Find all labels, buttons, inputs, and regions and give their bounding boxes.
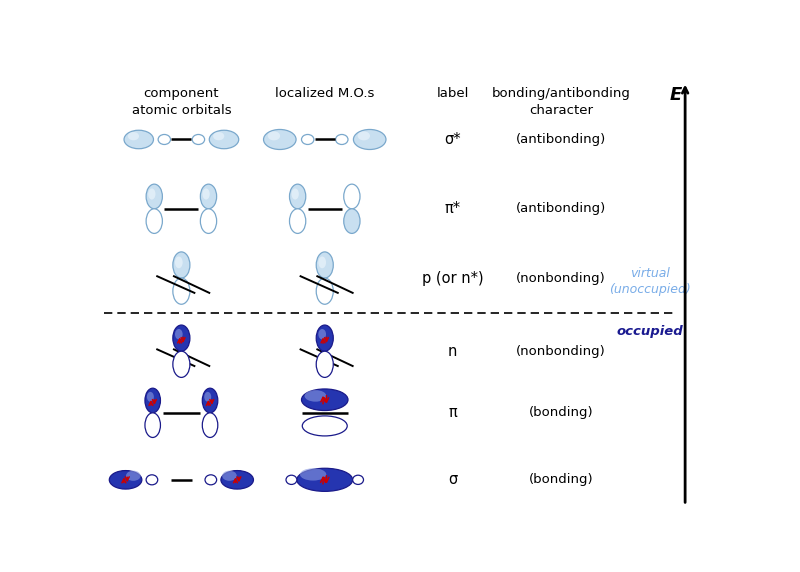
Ellipse shape [318, 256, 326, 268]
Ellipse shape [210, 130, 238, 149]
Ellipse shape [316, 278, 334, 304]
Text: p (or n*): p (or n*) [422, 271, 483, 285]
Text: σ*: σ* [444, 132, 461, 147]
Ellipse shape [305, 390, 326, 402]
Ellipse shape [336, 134, 348, 145]
Text: σ: σ [448, 472, 458, 487]
Ellipse shape [200, 184, 217, 209]
Ellipse shape [146, 184, 162, 209]
Ellipse shape [110, 471, 142, 489]
Text: component
atomic orbitals: component atomic orbitals [131, 87, 231, 117]
Ellipse shape [145, 388, 161, 413]
Ellipse shape [358, 132, 370, 140]
Ellipse shape [205, 475, 217, 485]
Ellipse shape [158, 134, 170, 145]
Ellipse shape [173, 325, 190, 351]
Text: bonding/antibonding
character: bonding/antibonding character [492, 87, 630, 117]
Ellipse shape [128, 132, 139, 140]
Ellipse shape [175, 256, 182, 268]
Text: (antibonding): (antibonding) [516, 202, 606, 215]
Text: E: E [670, 86, 682, 104]
Ellipse shape [202, 413, 218, 438]
Ellipse shape [126, 471, 141, 481]
Ellipse shape [146, 475, 158, 485]
Ellipse shape [290, 184, 306, 209]
Ellipse shape [192, 134, 205, 145]
Text: occupied: occupied [617, 325, 684, 339]
Ellipse shape [316, 351, 334, 378]
Ellipse shape [291, 188, 299, 200]
Ellipse shape [302, 134, 314, 145]
Text: (antibonding): (antibonding) [516, 133, 606, 146]
Ellipse shape [316, 325, 334, 351]
Ellipse shape [268, 132, 280, 140]
Ellipse shape [290, 209, 306, 233]
Ellipse shape [297, 468, 353, 491]
Ellipse shape [148, 188, 155, 200]
Ellipse shape [213, 132, 224, 140]
Ellipse shape [316, 252, 334, 278]
Ellipse shape [318, 329, 326, 339]
Ellipse shape [173, 351, 190, 378]
Ellipse shape [263, 129, 296, 149]
Ellipse shape [147, 392, 154, 402]
Ellipse shape [344, 209, 360, 233]
Ellipse shape [354, 129, 386, 149]
Ellipse shape [175, 329, 182, 339]
Ellipse shape [222, 471, 237, 481]
Ellipse shape [146, 209, 162, 233]
Text: (bonding): (bonding) [529, 406, 594, 419]
Ellipse shape [302, 416, 347, 436]
Text: (nonbonding): (nonbonding) [516, 272, 606, 285]
Ellipse shape [173, 252, 190, 278]
Text: n: n [448, 344, 458, 359]
Ellipse shape [204, 392, 211, 402]
Ellipse shape [302, 389, 348, 411]
Text: label: label [437, 87, 469, 100]
Ellipse shape [344, 184, 360, 209]
Ellipse shape [221, 471, 254, 489]
Ellipse shape [202, 388, 218, 413]
Text: localized M.O.s: localized M.O.s [275, 87, 374, 100]
Ellipse shape [145, 413, 161, 438]
Ellipse shape [286, 475, 297, 484]
Ellipse shape [124, 130, 154, 149]
Ellipse shape [353, 475, 363, 484]
Text: π: π [448, 406, 457, 420]
Ellipse shape [300, 468, 326, 480]
Ellipse shape [200, 209, 217, 233]
Text: (nonbonding): (nonbonding) [516, 345, 606, 358]
Text: (bonding): (bonding) [529, 473, 594, 486]
Ellipse shape [173, 278, 190, 304]
Ellipse shape [202, 188, 210, 200]
Text: virtual
(unoccupied): virtual (unoccupied) [610, 268, 691, 296]
Text: π*: π* [445, 201, 461, 216]
